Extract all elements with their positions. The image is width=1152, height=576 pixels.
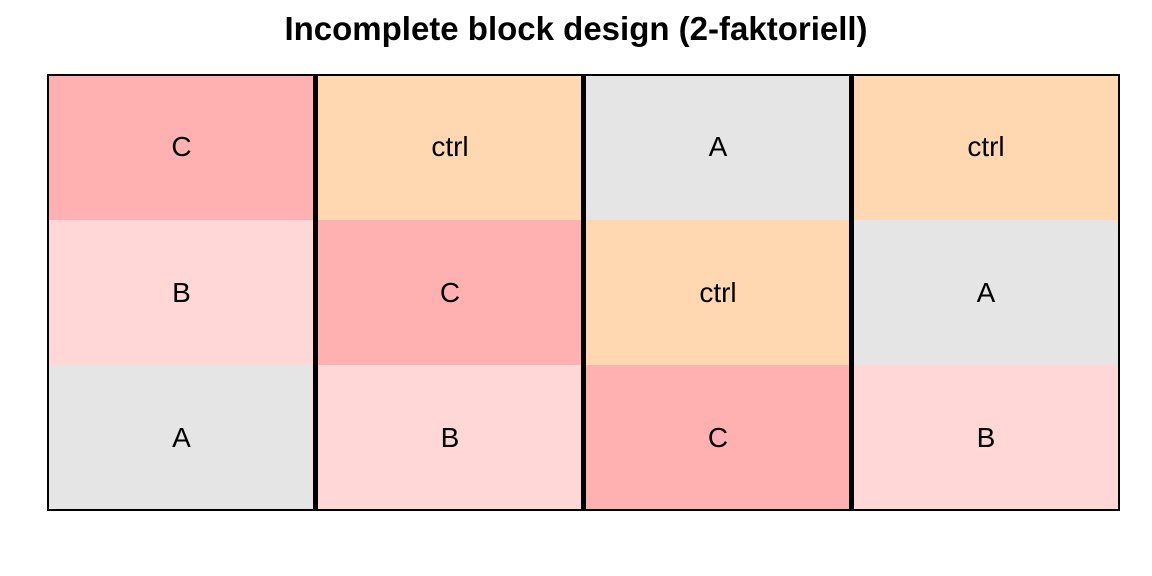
plot-cell: A <box>47 365 316 512</box>
plot-cell: C <box>584 365 852 512</box>
block-divider <box>313 74 318 511</box>
plot-cell: ctrl <box>852 74 1120 220</box>
block-divider <box>581 74 586 511</box>
block-1: C B A <box>47 74 316 512</box>
diagram-title: Incomplete block design (2-faktoriell) <box>284 10 868 47</box>
plot-cell: A <box>852 219 1120 366</box>
plot-cell: B <box>47 219 316 366</box>
plot-cell: A <box>584 74 852 220</box>
block-2: ctrl C B <box>316 74 584 512</box>
block-3: A ctrl C <box>584 74 852 512</box>
block-4: ctrl A B <box>852 74 1120 512</box>
block-design-grid: C B A ctrl C B A ctrl C ctrl A B <box>47 74 1120 512</box>
plot-cell: B <box>852 365 1120 512</box>
plot-cell: C <box>316 219 584 366</box>
plot-cell: C <box>47 74 316 220</box>
block-divider <box>849 74 854 511</box>
plot-cell: ctrl <box>584 219 852 366</box>
plot-cell: ctrl <box>316 74 584 220</box>
plot-cell: B <box>316 365 584 512</box>
